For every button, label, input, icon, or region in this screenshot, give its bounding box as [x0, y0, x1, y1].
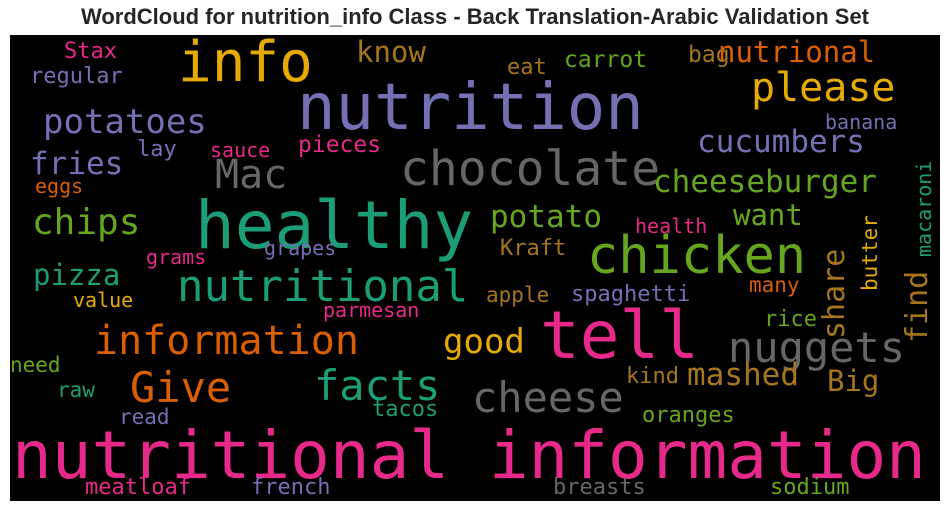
word-cheese: cheese: [472, 373, 624, 422]
word-regular: regular: [30, 64, 123, 89]
word-spaghetti: spaghetti: [571, 282, 691, 307]
word-information: information: [94, 318, 359, 364]
word-carrot: carrot: [564, 47, 648, 73]
word-need: need: [10, 353, 61, 377]
word-eat: eat: [507, 55, 547, 80]
word-healthy: healthy: [195, 187, 474, 264]
word-chicken: chicken: [587, 226, 807, 286]
word-oranges: oranges: [642, 403, 735, 428]
word-nutrional: nutrional: [718, 35, 876, 69]
word-chocolate: chocolate: [400, 141, 661, 197]
word-know: know: [356, 35, 426, 69]
word-want: want: [733, 198, 803, 232]
word-rice: rice: [764, 307, 817, 332]
word-banana: banana: [825, 110, 898, 134]
word-apple: apple: [486, 283, 550, 307]
word-stax: Stax: [64, 39, 117, 64]
word-sauce: sauce: [210, 138, 271, 162]
word-grams: grams: [146, 245, 207, 269]
word-facts: facts: [314, 361, 441, 410]
word-give: Give: [130, 363, 232, 412]
word-parmesan: parmesan: [323, 298, 420, 322]
word-butter: butter: [858, 215, 882, 291]
word-kind: kind: [626, 364, 679, 389]
word-cheeseburger: cheeseburger: [653, 164, 877, 200]
word-chips: chips: [32, 202, 141, 243]
word-many: many: [749, 273, 800, 297]
word-good: good: [443, 322, 525, 362]
word-bag: bag: [688, 42, 730, 68]
word-eggs: eggs: [35, 174, 84, 198]
word-read: read: [119, 405, 170, 429]
word-share: share: [817, 248, 852, 339]
word-tell: tell: [540, 297, 699, 374]
word-mac: Mac: [215, 152, 288, 198]
word-find: find: [900, 270, 935, 343]
word-cloud-canvas: nutritional information healthy nutritio…: [10, 35, 940, 501]
word-health: health: [635, 214, 708, 238]
word-potatoes: potatoes: [43, 102, 207, 142]
word-fries: fries: [30, 146, 124, 182]
word-mashed: mashed: [687, 357, 799, 393]
word-big: Big: [827, 364, 880, 398]
word-nutrition: nutrition: [297, 71, 644, 145]
word-info: info: [178, 35, 313, 95]
chart-title: WordCloud for nutrition_info Class - Bac…: [80, 4, 869, 29]
word-nutritional: nutritional: [177, 261, 469, 312]
word-meatloaf: meatloaf: [85, 475, 191, 500]
word-lay: lay: [137, 137, 177, 162]
word-pieces: pieces: [298, 132, 382, 158]
word-breasts: breasts: [553, 475, 646, 500]
word-macaroni: macaroni: [912, 160, 936, 257]
word-potato: potato: [490, 199, 602, 235]
word-nuggets: nuggets: [728, 323, 906, 372]
word-sodium: sodium: [770, 475, 850, 500]
word-cucumbers: cucumbers: [697, 124, 865, 160]
word-value: value: [73, 288, 134, 312]
word-raw: raw: [57, 378, 95, 402]
word-grapes: grapes: [264, 236, 337, 260]
word-kraft: Kraft: [500, 236, 567, 261]
word-tacos: tacos: [372, 397, 439, 422]
word-please: please: [751, 65, 896, 111]
word-nutritional-information: nutritional information: [12, 417, 926, 494]
word-french: french: [251, 475, 331, 500]
word-pizza: pizza: [33, 258, 121, 292]
